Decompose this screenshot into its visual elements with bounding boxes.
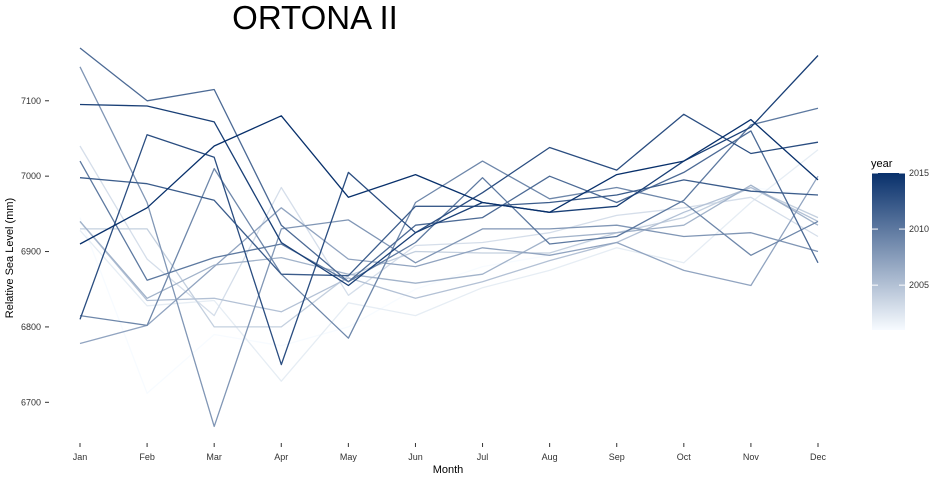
legend-tick-label: 2015 — [909, 168, 929, 178]
x-tick-label: Jun — [408, 452, 423, 462]
year-color-legend: year 2005 2010 2015 — [871, 158, 929, 330]
x-tick-label: Nov — [743, 452, 760, 462]
chart-title: ORTONA II — [232, 0, 398, 36]
y-axis-label: Relative Sea Level (mm) — [4, 198, 16, 318]
x-tick-label: Aug — [542, 452, 558, 462]
series-line-2004 — [80, 186, 819, 328]
legend-title: year — [871, 158, 893, 170]
x-tick-label: Feb — [139, 452, 155, 462]
y-tick-label: 6900 — [21, 247, 41, 257]
series-lines — [79, 47, 819, 428]
x-axis: Jan Feb Mar Apr May Jun Jul Aug Sep Oct Nov Dec — [73, 443, 827, 462]
series-line-2002 — [79, 149, 819, 382]
series-line-2007 — [79, 175, 819, 345]
series-line-2008 — [79, 66, 819, 428]
series-line-2005 — [79, 186, 819, 313]
series-line-2011 — [79, 47, 819, 283]
x-tick-label: Mar — [206, 452, 222, 462]
legend-tick-label: 2005 — [909, 280, 929, 290]
series-line-2010 — [79, 107, 819, 283]
x-axis-label: Month — [433, 464, 464, 476]
x-tick-label: Jul — [477, 452, 489, 462]
series-line-2012 — [79, 177, 819, 277]
series-line-2003 — [79, 145, 819, 317]
x-tick-label: Dec — [810, 452, 827, 462]
y-tick-label: 7000 — [21, 171, 41, 181]
series-line-2015 — [79, 115, 819, 245]
x-tick-label: Apr — [274, 452, 288, 462]
y-axis: 6700 6800 6900 7000 7100 — [21, 96, 49, 407]
legend-colorbar — [872, 173, 905, 330]
series-line-2009 — [79, 160, 819, 339]
series-line-2006 — [79, 184, 819, 299]
x-tick-label: Jan — [73, 452, 88, 462]
x-tick-label: Sep — [609, 452, 625, 462]
y-tick-label: 6700 — [21, 397, 41, 407]
y-tick-label: 7100 — [21, 96, 41, 106]
y-tick-label: 6800 — [21, 322, 41, 332]
legend-ticks: 2005 2010 2015 — [872, 168, 929, 290]
x-tick-label: May — [340, 452, 358, 462]
legend-tick-label: 2010 — [909, 224, 929, 234]
series-line-2014 — [79, 55, 819, 287]
series-line-2001 — [79, 186, 819, 394]
series-line-2013 — [79, 113, 819, 366]
x-tick-label: Oct — [677, 452, 692, 462]
